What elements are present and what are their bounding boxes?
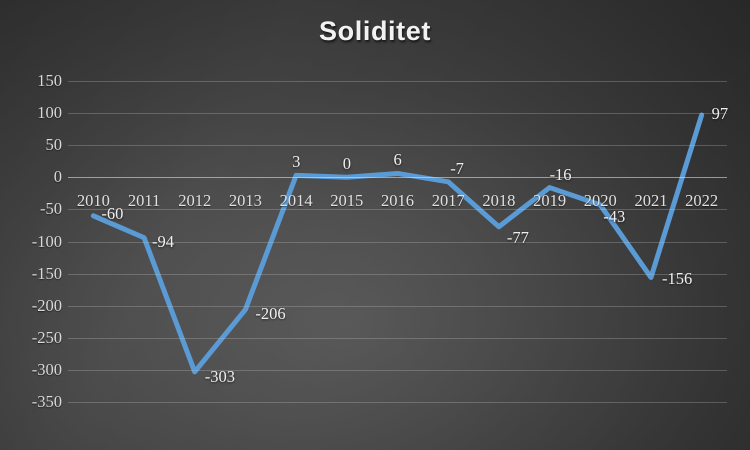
y-tick-label: -350 xyxy=(31,391,62,411)
data-label: 0 xyxy=(342,154,352,174)
plot-area xyxy=(68,81,727,403)
data-label: -7 xyxy=(450,158,464,178)
x-tick-label: 2016 xyxy=(381,191,414,210)
gridline xyxy=(68,145,727,147)
gridline xyxy=(68,369,727,371)
x-tick-label: 2014 xyxy=(279,191,313,210)
gridline xyxy=(68,81,727,82)
x-tick-label: 2022 xyxy=(685,191,719,210)
x-tick-label: 2015 xyxy=(330,191,364,210)
line-series xyxy=(90,112,705,375)
x-tick-label: 2020 xyxy=(583,191,617,210)
data-label: 97 xyxy=(711,103,729,123)
data-label: -16 xyxy=(549,164,572,184)
data-label: -303 xyxy=(204,366,235,386)
gridline xyxy=(68,241,727,243)
data-label: -94 xyxy=(152,231,175,251)
chart-title: Soliditet xyxy=(319,16,431,46)
y-axis: 150 100 50 0 -50 -100 -150 -200 -250 -300 -350 xyxy=(0,72,63,409)
data-label: -77 xyxy=(506,227,529,247)
gridline xyxy=(68,113,727,115)
y-tick-label: -150 xyxy=(31,263,62,283)
x-tick-label: 2017 xyxy=(431,191,465,210)
x-axis: 2010 2011 2012 2013 2014 2015 2016 2017 2018 2019… xyxy=(68,191,727,217)
data-label: 3 xyxy=(292,152,301,172)
data-label: -60 xyxy=(101,203,124,223)
zero-gridline xyxy=(68,177,727,179)
y-tick-label: -100 xyxy=(31,231,62,251)
x-tick-label: 2018 xyxy=(482,191,516,210)
gridline xyxy=(68,273,727,275)
data-label: -206 xyxy=(255,303,286,323)
x-tick-label: 2012 xyxy=(178,191,212,210)
x-tick-label: 2010 xyxy=(76,191,110,210)
gridline xyxy=(68,209,727,211)
gridline xyxy=(68,337,727,339)
gridline xyxy=(68,305,727,307)
y-tick-label: -200 xyxy=(31,295,62,315)
y-tick-label: 0 xyxy=(53,167,62,187)
series-line-soliditet xyxy=(90,112,705,375)
data-label: -43 xyxy=(603,206,626,226)
data-label: -156 xyxy=(661,269,693,289)
x-tick-label: 2013 xyxy=(228,191,262,210)
y-tick-label: -300 xyxy=(31,359,62,379)
y-tick-label: 100 xyxy=(37,102,62,122)
x-tick-label: 2021 xyxy=(634,191,668,210)
y-tick-label: -50 xyxy=(40,199,62,219)
y-tick-label: -250 xyxy=(31,327,62,347)
data-label: 6 xyxy=(393,150,402,170)
y-tick-label: 50 xyxy=(45,134,63,154)
x-tick-label: 2019 xyxy=(533,191,567,210)
gridline xyxy=(68,402,727,403)
x-tick-label: 2011 xyxy=(127,191,161,210)
y-tick-label: 150 xyxy=(37,70,62,90)
